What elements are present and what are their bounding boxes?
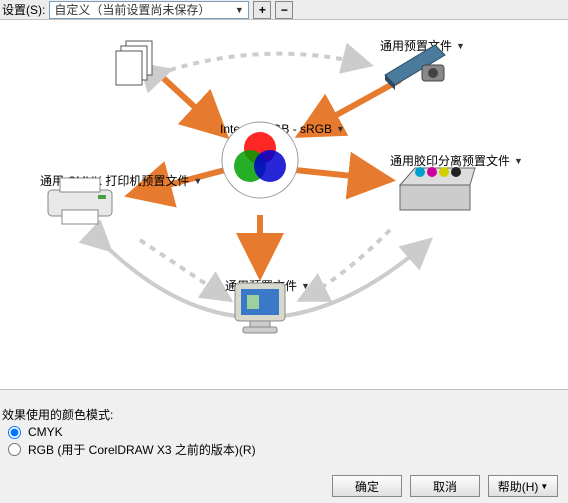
preset-combo[interactable]: 自定义（当前设置尚未保存） ▼: [49, 1, 249, 19]
radio-rgb-input[interactable]: [8, 443, 21, 456]
help-button[interactable]: 帮助(H) ▼: [488, 475, 558, 497]
scanner-label: 通用预置文件: [380, 37, 452, 54]
dialog-buttons: 确定 取消 帮助(H) ▼: [332, 475, 558, 497]
color-diagram: Internal RGB - sRGB ▼ 通用预置文件 ▼: [0, 20, 568, 390]
radio-rgb-label: RGB (用于 CorelDRAW X3 之前的版本)(R): [28, 441, 256, 458]
press-dropdown[interactable]: ▼: [514, 156, 523, 166]
printer-label: 通用 CMYK 打印机预置文件: [40, 172, 189, 189]
node-printer: 通用 CMYK 打印机预置文件 ▼: [40, 170, 202, 189]
node-scanner: 通用预置文件 ▼: [380, 35, 465, 54]
internal-color-dropdown[interactable]: ▼: [336, 124, 345, 134]
chevron-down-icon: ▼: [232, 3, 246, 17]
node-internal-color: Internal RGB - sRGB ▼: [220, 120, 345, 136]
documents-icon: [110, 35, 165, 90]
radio-cmyk-input[interactable]: [8, 426, 21, 439]
node-press: 通用胶印分离预置文件 ▼: [390, 150, 523, 169]
internal-color-label: Internal RGB - sRGB: [220, 122, 332, 136]
scanner-dropdown[interactable]: ▼: [456, 41, 465, 51]
node-monitor: 通用预置文件 ▼: [225, 275, 310, 294]
monitor-label: 通用预置文件: [225, 277, 297, 294]
settings-label: 设置(S):: [2, 1, 45, 18]
radio-cmyk[interactable]: CMYK: [8, 425, 562, 439]
monitor-dropdown[interactable]: ▼: [301, 281, 310, 291]
remove-preset-button[interactable]: −: [275, 1, 293, 19]
settings-toolbar: 设置(S): 自定义（当前设置尚未保存） ▼ + −: [0, 0, 568, 20]
help-button-label: 帮助(H): [498, 478, 539, 495]
add-preset-button[interactable]: +: [253, 1, 271, 19]
radio-cmyk-label: CMYK: [28, 425, 63, 439]
ok-button[interactable]: 确定: [332, 475, 402, 497]
preset-combo-value: 自定义（当前设置尚未保存）: [54, 1, 210, 18]
cancel-button[interactable]: 取消: [410, 475, 480, 497]
color-mode-label: 效果使用的颜色模式:: [2, 406, 562, 423]
arrows-layer: [0, 20, 568, 390]
radio-rgb[interactable]: RGB (用于 CorelDRAW X3 之前的版本)(R): [8, 441, 562, 458]
chevron-down-icon: ▼: [540, 482, 548, 491]
press-label: 通用胶印分离预置文件: [390, 152, 510, 169]
printer-dropdown[interactable]: ▼: [193, 176, 202, 186]
color-mode-panel: 效果使用的颜色模式: CMYK RGB (用于 CorelDRAW X3 之前的…: [0, 400, 568, 460]
